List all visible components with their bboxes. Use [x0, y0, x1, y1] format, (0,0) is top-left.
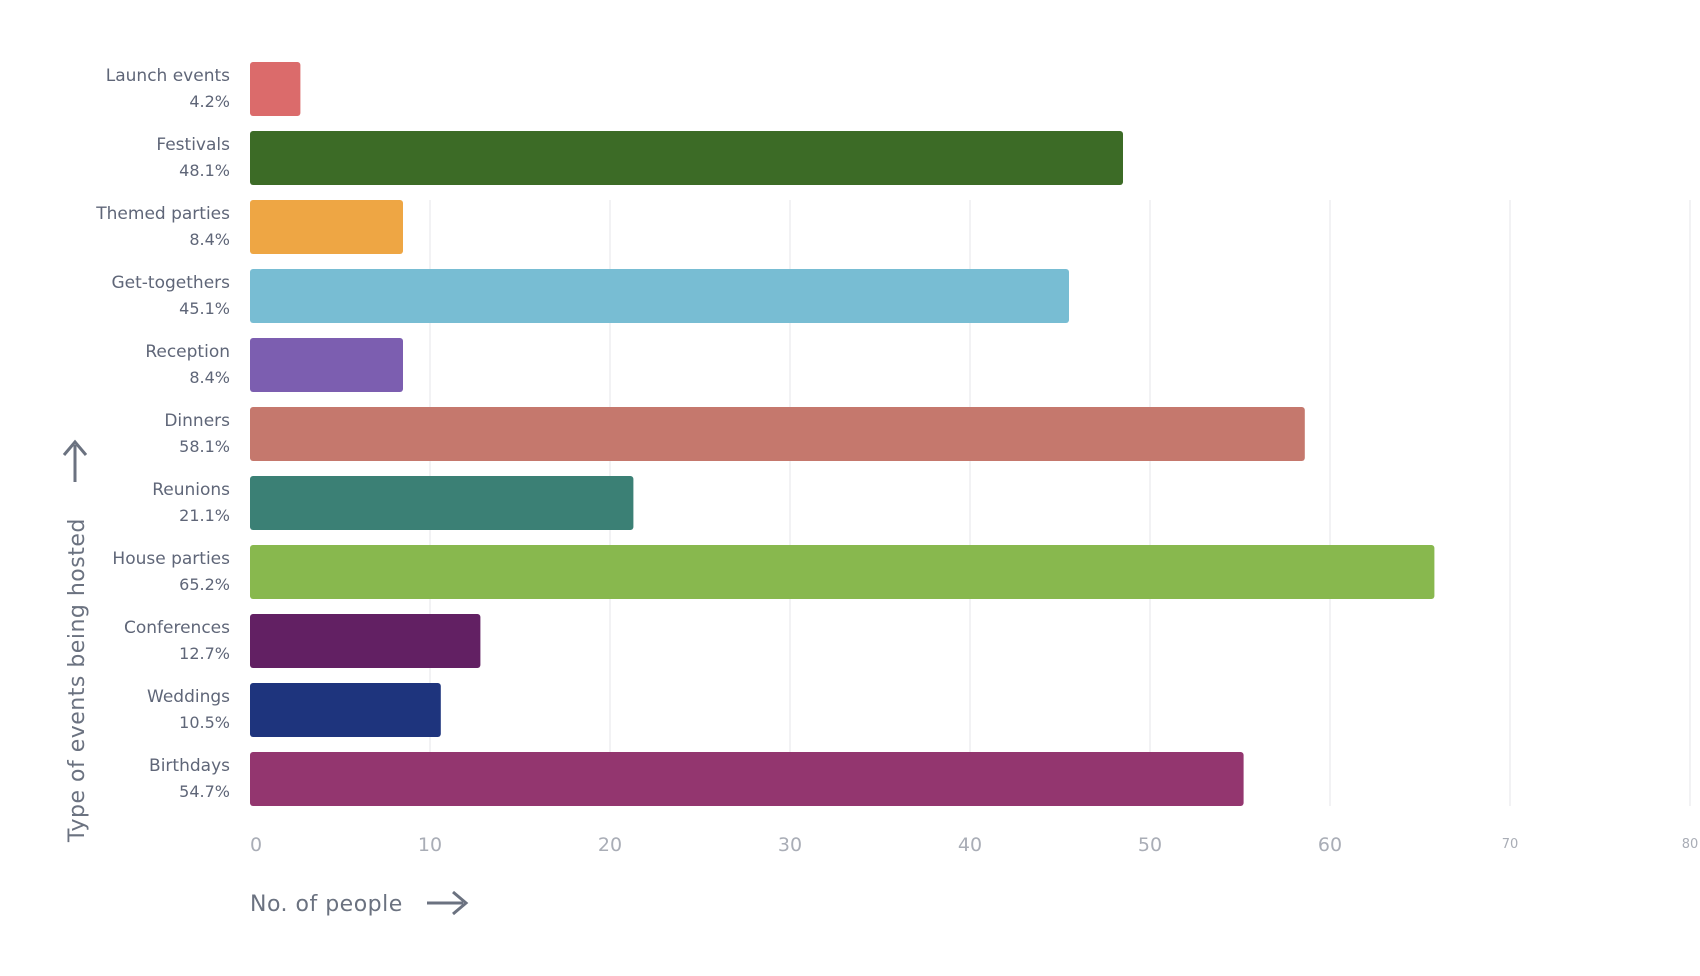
category-label: Reception: [145, 342, 230, 362]
category-label: Reunions: [152, 480, 230, 500]
bar: [250, 476, 634, 530]
bar: [250, 269, 1069, 323]
x-axis-arrow-icon: [427, 890, 469, 916]
bar: [250, 200, 403, 254]
category-label: Dinners: [164, 411, 230, 431]
category-label: Birthdays: [149, 756, 230, 776]
category-label: Themed parties: [95, 204, 230, 224]
x-tick-label: 20: [598, 834, 622, 856]
category-label: Weddings: [147, 687, 230, 707]
y-axis-arrow-icon: [62, 439, 88, 482]
percent-label: 45.1%: [179, 299, 230, 318]
category-label: House parties: [112, 549, 230, 569]
x-tick-label: 60: [1318, 834, 1342, 856]
percent-label: 12.7%: [179, 644, 230, 663]
bar: [250, 752, 1244, 806]
bar: [250, 407, 1305, 461]
category-label: Get-togethers: [112, 273, 231, 293]
percent-label: 21.1%: [179, 506, 230, 525]
x-tick-label: 0: [250, 834, 262, 856]
y-axis-title: Type of events being hosted: [65, 518, 90, 843]
category-label: Launch events: [106, 66, 230, 86]
bar: [250, 62, 301, 116]
percent-label: 10.5%: [179, 713, 230, 732]
x-tick-label: 10: [418, 834, 442, 856]
percent-label: 8.4%: [189, 368, 230, 387]
bar: [250, 131, 1123, 185]
bar: [250, 683, 441, 737]
bar: [250, 614, 481, 668]
x-tick-label: 40: [958, 834, 982, 856]
percent-label: 58.1%: [179, 437, 230, 456]
percent-label: 48.1%: [179, 161, 230, 180]
percent-label: 65.2%: [179, 575, 230, 594]
bars: [250, 62, 1435, 806]
x-axis-title: No. of people: [250, 892, 403, 917]
percent-label: 54.7%: [179, 782, 230, 801]
bar: [250, 338, 403, 392]
x-tick-label: 80: [1682, 837, 1699, 852]
category-label: Conferences: [124, 618, 230, 638]
x-tick-label: 30: [778, 834, 802, 856]
bar: [250, 545, 1435, 599]
category-labels: Launch events 4.2% Festivals 48.1% Themed pa…: [95, 66, 230, 801]
x-tick-label: 70: [1502, 837, 1519, 852]
x-tick-label: 50: [1138, 834, 1162, 856]
percent-label: 4.2%: [189, 92, 230, 111]
category-label: Festivals: [156, 135, 230, 155]
x-tick-labels: 0 10 20 30 40 50 60 70 80: [250, 834, 1698, 856]
percent-label: 8.4%: [189, 230, 230, 249]
